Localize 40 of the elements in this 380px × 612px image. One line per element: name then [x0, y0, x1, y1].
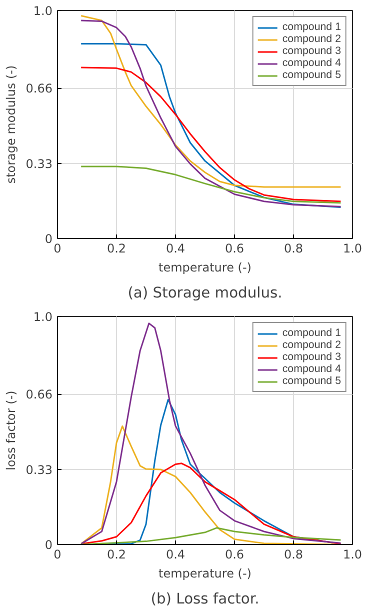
legend-label: compound 3	[282, 351, 341, 363]
x-axis-title: temperature (-)	[158, 566, 252, 580]
x-tick-label: 0.8	[284, 548, 304, 562]
line-series	[80, 322, 342, 544]
x-tick-label: 0.2	[106, 548, 126, 562]
x-tick-label: 0	[54, 242, 62, 256]
line-series	[80, 166, 342, 204]
legend-label: compound 2	[282, 33, 341, 45]
y-tick-label: 0.66	[26, 82, 52, 96]
x-tick-label: 0.6	[224, 548, 244, 562]
legend-label: compound 2	[282, 339, 341, 351]
x-tick-label: 1.0	[342, 242, 362, 256]
y-tick-label: 0	[44, 232, 53, 246]
y-tick-label: 0	[44, 538, 53, 552]
legend-label: compound 5	[282, 375, 341, 387]
x-axis-title: temperature (-)	[158, 260, 252, 274]
legend-label: compound 4	[282, 57, 341, 69]
text: (b) Loss factor.	[150, 590, 260, 608]
x-tick-label: 0.6	[224, 242, 244, 256]
x-tick-label: 0.4	[166, 242, 186, 256]
y-axis-title: storage modulus (-)	[4, 65, 18, 184]
x-tick-label: 0.4	[166, 548, 186, 562]
y-tick-label: 1.0	[33, 310, 53, 324]
x-tick-label: 1.0	[342, 548, 362, 562]
x-tick-label: 0.8	[284, 242, 304, 256]
legend-label: compound 1	[282, 21, 341, 33]
line-series	[80, 66, 342, 202]
y-tick-label: 0.33	[26, 462, 52, 477]
line-series	[80, 527, 342, 544]
legend-label: compound 1	[282, 327, 341, 339]
text: (a) Storage modulus.	[128, 284, 282, 302]
x-tick-label: 0	[54, 548, 62, 562]
x-tick-label: 0.2	[106, 242, 126, 256]
legend-label: compound 4	[282, 363, 341, 375]
legend-label: compound 3	[282, 45, 341, 57]
y-axis-title: loss factor (-)	[4, 390, 18, 470]
y-tick-label: 1.0	[33, 4, 53, 18]
legend-label: compound 5	[282, 69, 341, 81]
y-tick-label: 0.66	[26, 388, 52, 402]
y-tick-label: 0.33	[26, 156, 52, 171]
